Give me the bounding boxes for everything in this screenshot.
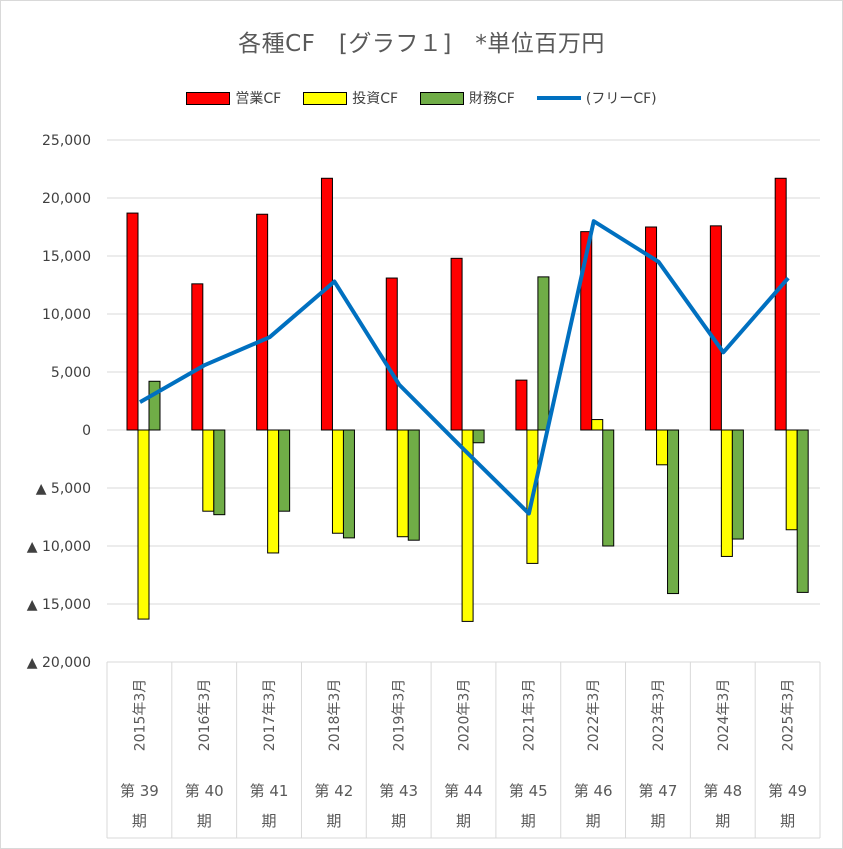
bar-0-10	[774, 177, 787, 431]
period-label: 第 47	[639, 782, 678, 800]
category-label: 2020年3月	[457, 679, 473, 752]
period-label: 第 41	[250, 782, 289, 800]
y-tick-label: 5,000	[51, 365, 91, 381]
category-label: 2022年3月	[586, 679, 602, 752]
legend-swatch-investing-cf	[303, 91, 348, 105]
legend-label-free-cf: (フリーCF)	[585, 91, 657, 107]
bar-0-9	[709, 225, 722, 431]
period-suffix-label: 期	[650, 812, 665, 830]
period-label: 第 39	[120, 782, 159, 800]
period-suffix-label: 期	[715, 812, 730, 830]
period-suffix-label: 期	[326, 812, 341, 830]
bar-2-8	[667, 429, 680, 595]
category-label: 2023年3月	[651, 679, 667, 752]
bar-2-10	[796, 429, 809, 593]
bar-1-2	[267, 429, 280, 554]
bar-2-6	[537, 276, 550, 431]
category-label: 2019年3月	[392, 679, 408, 752]
y-tick-label: ▲ 20,000	[27, 655, 91, 671]
y-tick-label: ▲ 10,000	[27, 539, 91, 555]
period-suffix-label: 期	[391, 812, 406, 830]
category-label: 2017年3月	[262, 679, 278, 752]
period-label: 第 44	[444, 782, 483, 800]
bar-1-7	[591, 419, 604, 431]
bar-0-1	[191, 283, 204, 431]
legend-label-operating-cf: 営業CF	[235, 91, 282, 107]
y-tick-label: 0	[82, 423, 91, 439]
legend-item-operating-cf: 営業CF	[186, 88, 281, 108]
legend-swatch-operating-cf	[186, 91, 231, 105]
period-suffix-label: 期	[521, 812, 536, 830]
period-label: 第 42	[314, 782, 353, 800]
y-tick-label: ▲ 15,000	[27, 597, 91, 613]
y-tick-label: ▲ 5,000	[36, 481, 91, 497]
bar-0-7	[580, 231, 593, 431]
bar-2-7	[602, 429, 615, 547]
bar-1-10	[785, 429, 798, 531]
period-suffix-label: 期	[262, 812, 277, 830]
category-label: 2021年3月	[521, 679, 537, 752]
bar-0-6	[515, 379, 528, 431]
bar-1-0	[137, 429, 150, 620]
bar-2-0	[148, 380, 161, 431]
bar-1-8	[656, 429, 669, 466]
chart-legend: 営業CF 投資CF 財務CF (フリーCF)	[0, 88, 843, 108]
bar-2-1	[213, 429, 226, 516]
period-suffix-label: 期	[780, 812, 795, 830]
legend-label-financing-cf: 財務CF	[469, 91, 515, 107]
period-suffix-label: 期	[456, 812, 471, 830]
category-label: 2024年3月	[716, 679, 732, 752]
bar-0-3	[320, 177, 333, 431]
chart-title: 各種CF [グラフ１] *単位百万円	[238, 31, 605, 57]
y-tick-label: 20,000	[42, 191, 91, 207]
period-suffix-label: 期	[132, 812, 147, 830]
legend-item-investing-cf: 投資CF	[303, 88, 398, 108]
bar-2-5	[472, 429, 485, 444]
period-label: 第 48	[703, 782, 742, 800]
period-label: 第 43	[379, 782, 418, 800]
bar-0-5	[450, 257, 463, 431]
period-label: 第 49	[768, 782, 807, 800]
legend-item-free-cf: (フリーCF)	[536, 88, 657, 108]
bar-2-3	[342, 429, 355, 539]
period-suffix-label: 期	[586, 812, 601, 830]
bar-1-1	[202, 429, 215, 512]
bar-2-2	[278, 429, 291, 512]
legend-swatch-financing-cf	[420, 91, 465, 105]
bar-1-3	[331, 429, 344, 534]
bar-2-4	[407, 429, 420, 541]
legend-label-investing-cf: 投資CF	[352, 91, 399, 107]
legend-item-financing-cf: 財務CF	[420, 88, 515, 108]
y-tick-label: 25,000	[42, 133, 91, 149]
period-label: 第 46	[574, 782, 613, 800]
category-label: 2016年3月	[197, 679, 213, 752]
bar-1-5	[461, 429, 474, 622]
bar-0-8	[645, 226, 658, 431]
period-suffix-label: 期	[197, 812, 212, 830]
category-label: 2015年3月	[132, 679, 148, 752]
period-label: 第 45	[509, 782, 548, 800]
y-tick-label: 15,000	[42, 249, 91, 265]
bar-2-9	[731, 429, 744, 540]
bar-0-2	[256, 213, 269, 431]
category-label: 2018年3月	[327, 679, 343, 752]
y-tick-label: 10,000	[42, 307, 91, 323]
bar-1-9	[720, 429, 733, 557]
bar-0-0	[126, 212, 139, 431]
bar-1-4	[396, 429, 409, 538]
bar-0-4	[385, 277, 398, 431]
legend-swatch-free-cf	[536, 96, 581, 100]
category-label: 2025年3月	[781, 679, 797, 752]
period-label: 第 40	[185, 782, 224, 800]
